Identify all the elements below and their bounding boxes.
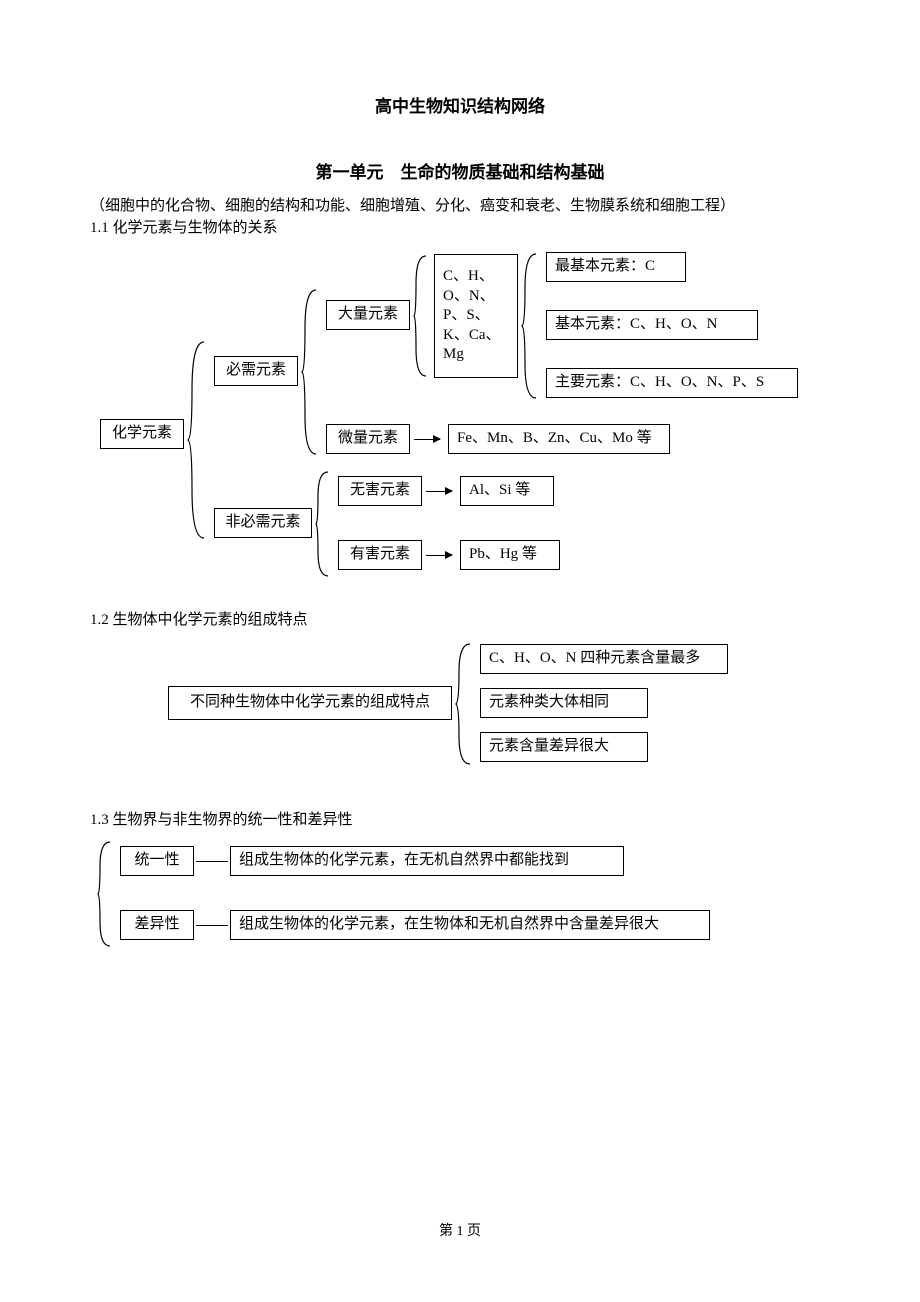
node-unity-desc: 组成生物体的化学元素，在无机自然界中都能找到: [230, 846, 624, 876]
arrow-icon: [426, 491, 452, 492]
connector-line: [196, 861, 228, 862]
arrow-icon: [426, 555, 452, 556]
node-macro: 大量元素: [326, 300, 410, 330]
node-diff-desc: 组成生物体的化学元素，在生物体和无机自然界中含量差异很大: [230, 910, 710, 940]
node-macro-list: C、H、O、N、P、S、K、Ca、Mg: [434, 254, 518, 378]
node-harmful: 有害元素: [338, 540, 422, 570]
section-1-2-heading: 1.2 生物体中化学元素的组成特点: [90, 608, 308, 629]
node-diff: 差异性: [120, 910, 194, 940]
node-harmless-list: Al、Si 等: [460, 476, 554, 506]
arrow-icon: [414, 439, 440, 440]
brace-icon: [300, 288, 322, 456]
node-fundamental: 最基本元素：C: [546, 252, 686, 282]
brace-icon: [520, 252, 542, 400]
unit-subtitle: （细胞中的化合物、细胞的结构和功能、细胞增殖、分化、癌变和衰老、生物膜系统和细胞…: [90, 194, 735, 215]
node-chem-element: 化学元素: [100, 419, 184, 449]
node-nonessential: 非必需元素: [214, 508, 312, 538]
brace-icon: [186, 340, 210, 540]
node-harmful-list: Pb、Hg 等: [460, 540, 560, 570]
connector-line: [196, 925, 228, 926]
section-1-1-heading: 1.1 化学元素与生物体的关系: [90, 216, 278, 237]
brace-icon: [96, 840, 116, 948]
node-basic: 基本元素：C、H、O、N: [546, 310, 758, 340]
brace-icon: [454, 642, 476, 766]
node-essential: 必需元素: [214, 356, 298, 386]
document-page: 高中生物知识结构网络 第一单元 生命的物质基础和结构基础 （细胞中的化合物、细胞…: [0, 0, 920, 1302]
node-harmless: 无害元素: [338, 476, 422, 506]
node-micro-list: Fe、Mn、B、Zn、Cu、Mo 等: [448, 424, 670, 454]
page-footer: 第 1 页: [0, 1220, 920, 1240]
node-major: 主要元素：C、H、O、N、P、S: [546, 368, 798, 398]
node-composition-root: 不同种生物体中化学元素的组成特点: [168, 686, 452, 720]
node-comp-1: C、H、O、N 四种元素含量最多: [480, 644, 728, 674]
section-1-3-heading: 1.3 生物界与非生物界的统一性和差异性: [90, 808, 353, 829]
node-unity: 统一性: [120, 846, 194, 876]
node-comp-3: 元素含量差异很大: [480, 732, 648, 762]
node-comp-2: 元素种类大体相同: [480, 688, 648, 718]
brace-icon: [314, 470, 334, 578]
page-title: 高中生物知识结构网络: [0, 92, 920, 117]
unit-title: 第一单元 生命的物质基础和结构基础: [0, 158, 920, 183]
node-micro: 微量元素: [326, 424, 410, 454]
brace-icon: [412, 254, 432, 378]
